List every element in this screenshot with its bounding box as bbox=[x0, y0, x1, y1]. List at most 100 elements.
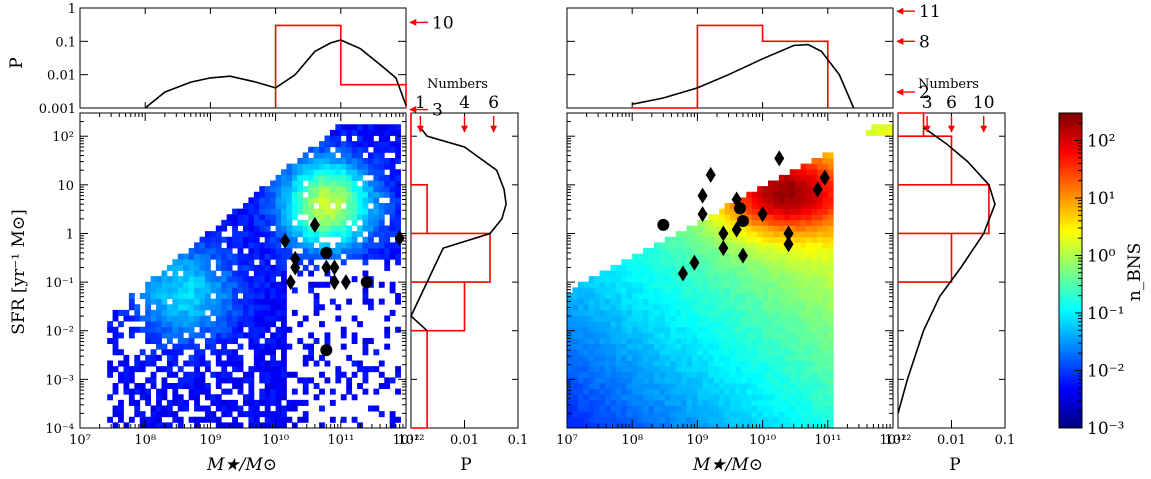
heatmap-cell bbox=[670, 388, 677, 395]
heatmap-cell bbox=[713, 416, 720, 423]
heatmap-cell bbox=[784, 388, 791, 395]
heatmap-cell bbox=[264, 219, 271, 226]
heatmap-cell bbox=[724, 405, 731, 412]
heatmap-cell bbox=[259, 332, 266, 339]
heatmap-cell bbox=[816, 315, 823, 322]
heatmap-cell bbox=[395, 180, 401, 187]
heatmap-cell bbox=[583, 399, 590, 406]
heatmap-cell bbox=[362, 259, 369, 266]
heatmap-cell bbox=[702, 309, 709, 316]
heatmap-cell bbox=[346, 225, 353, 232]
heatmap-cell bbox=[253, 338, 260, 345]
heatmap-cell bbox=[784, 248, 791, 255]
heatmap-cell bbox=[778, 298, 785, 305]
heatmap-cell bbox=[156, 298, 162, 305]
heatmap-cell bbox=[123, 354, 130, 361]
heatmap-cell bbox=[691, 298, 698, 305]
heatmap-cell bbox=[675, 411, 682, 418]
heatmap-cell bbox=[226, 371, 233, 378]
heatmap-cell bbox=[259, 394, 266, 401]
heatmap-cell bbox=[735, 287, 742, 294]
heatmap-cell bbox=[822, 332, 829, 339]
heatmap-cell bbox=[128, 315, 135, 322]
host-diamond-marker bbox=[819, 169, 830, 186]
heatmap-cell bbox=[816, 293, 823, 300]
heatmap-cell bbox=[264, 248, 271, 255]
heatmap-cell bbox=[806, 315, 812, 322]
heatmap-cell bbox=[577, 383, 584, 390]
heatmap-cell bbox=[594, 388, 600, 395]
heatmap-cell bbox=[827, 411, 834, 418]
heatmap-cell bbox=[161, 349, 168, 356]
heatmap-cell bbox=[822, 158, 829, 165]
heatmap-cell bbox=[362, 186, 369, 193]
heatmap-cell bbox=[329, 191, 336, 198]
heatmap-cell bbox=[161, 388, 168, 395]
x-tick-label: 10⁸ bbox=[134, 433, 156, 448]
heatmap-cell bbox=[237, 264, 244, 271]
arrow-number-label: 8 bbox=[919, 32, 930, 52]
heatmap-cell bbox=[319, 158, 325, 165]
heatmap-cell bbox=[757, 304, 763, 311]
heatmap-cell bbox=[384, 158, 391, 165]
heatmap-cell bbox=[275, 225, 282, 232]
heatmap-cell bbox=[806, 411, 812, 418]
heatmap-cell bbox=[827, 231, 834, 238]
heatmap-cell bbox=[610, 326, 617, 333]
colorbar-tick-label: 10⁰ bbox=[1087, 246, 1116, 266]
heatmap-cell bbox=[778, 321, 785, 328]
heatmap-cell bbox=[324, 219, 331, 226]
heatmap-cell bbox=[811, 242, 818, 249]
heatmap-cell bbox=[730, 231, 736, 238]
heatmap-cell bbox=[291, 225, 298, 232]
heatmap-cell bbox=[204, 366, 211, 373]
heatmap-cell bbox=[313, 231, 320, 238]
heatmap-cell bbox=[275, 309, 282, 316]
heatmap-cell bbox=[259, 411, 266, 418]
heatmap-cell bbox=[572, 383, 579, 390]
heatmap-cell bbox=[118, 309, 124, 316]
heatmap-cell bbox=[659, 360, 666, 367]
heatmap-cell bbox=[204, 242, 211, 249]
heatmap-cell bbox=[621, 293, 628, 300]
heatmap-cell bbox=[626, 377, 633, 384]
heatmap-cell bbox=[681, 422, 687, 429]
heatmap-cell bbox=[572, 405, 579, 412]
heatmap-cell bbox=[248, 377, 255, 384]
heatmap-cell bbox=[615, 270, 622, 277]
heatmap-cell bbox=[567, 354, 573, 361]
heatmap-cell bbox=[719, 219, 725, 226]
heatmap-cell bbox=[357, 141, 363, 148]
heatmap-cell bbox=[740, 388, 747, 395]
heatmap-cell bbox=[145, 388, 152, 395]
heatmap-cell bbox=[778, 253, 785, 260]
heatmap-cell bbox=[324, 377, 331, 384]
heatmap-cell bbox=[367, 129, 374, 136]
heatmap-cell bbox=[177, 287, 184, 294]
heatmap-cell bbox=[253, 309, 260, 316]
heatmap-cell bbox=[691, 309, 698, 316]
heatmap-cell bbox=[134, 399, 141, 406]
heatmap-cell bbox=[221, 253, 228, 260]
heatmap-cell bbox=[827, 180, 834, 187]
heatmap-cell bbox=[210, 394, 217, 401]
heatmap-cell bbox=[308, 231, 315, 238]
heatmap-cell bbox=[811, 180, 818, 187]
heatmap-cell bbox=[773, 411, 780, 418]
heatmap-cell bbox=[346, 388, 353, 395]
heatmap-cell bbox=[806, 180, 812, 187]
heatmap-cell bbox=[735, 259, 742, 266]
heatmap-cell bbox=[346, 163, 353, 170]
heatmap-cell bbox=[827, 377, 834, 384]
heatmap-cell bbox=[800, 186, 807, 193]
heatmap-cell bbox=[166, 304, 173, 311]
heatmap-cell bbox=[313, 383, 320, 390]
host-circle-marker bbox=[320, 344, 333, 357]
heatmap-cell bbox=[308, 281, 315, 288]
heatmap-cell bbox=[194, 371, 200, 378]
heatmap-cell bbox=[134, 366, 141, 373]
heatmap-cell bbox=[215, 338, 222, 345]
heatmap-cell bbox=[275, 219, 282, 226]
heatmap-cell bbox=[340, 236, 347, 243]
heatmap-cell bbox=[762, 186, 769, 193]
